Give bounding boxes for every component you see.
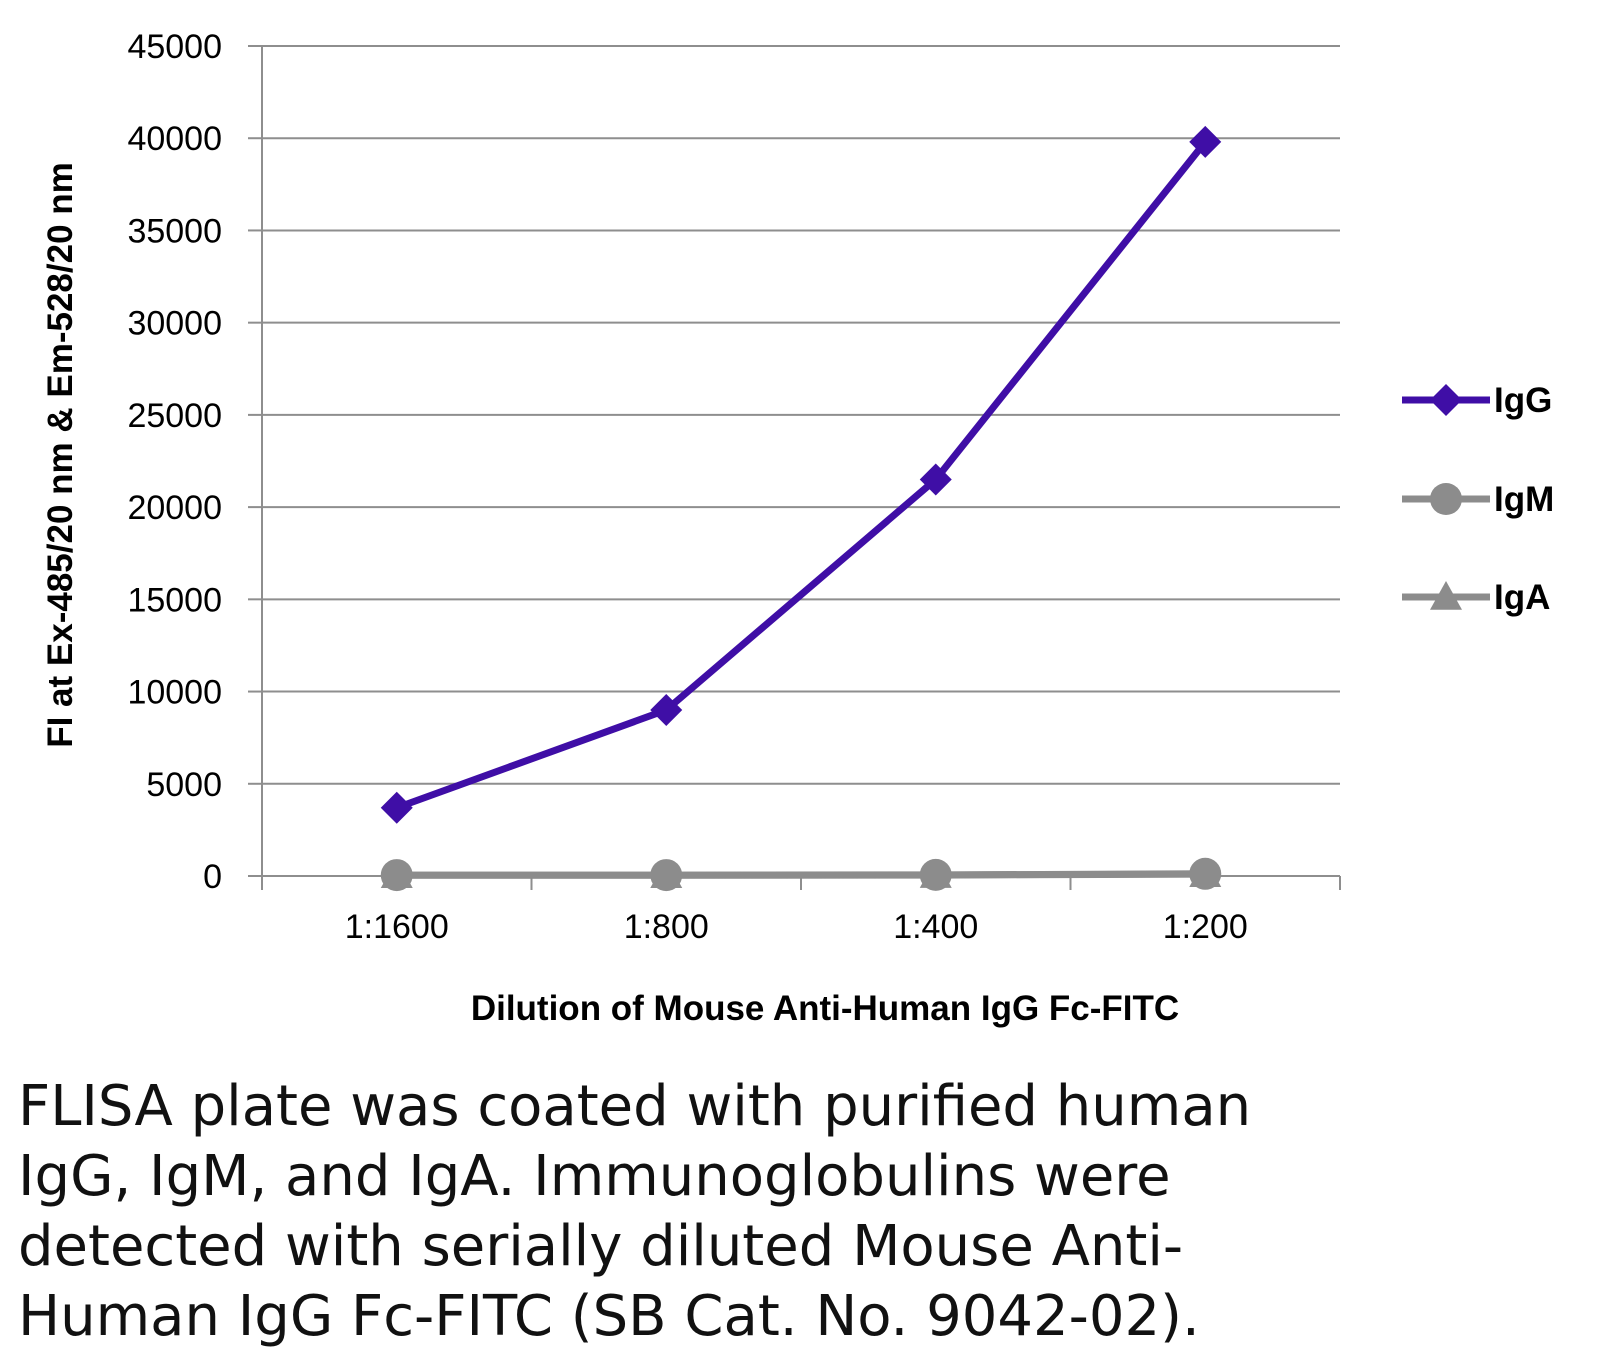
caption-line: IgG, IgM, and IgA. Immunoglobulins were [18,1144,1171,1209]
x-tick-label: 1:1600 [345,908,449,946]
data-point-igm [919,858,952,891]
legend-marker-igm [1430,483,1462,515]
y-tick-label: 20000 [127,489,222,527]
axes [248,45,1341,890]
y-tick-label: 25000 [127,397,222,435]
x-axis-title: Dilution of Mouse Anti-Human IgG Fc-FITC [471,989,1179,1028]
y-tick-label: 5000 [146,766,222,804]
legend-marker-igg [1430,384,1462,416]
data-point-igg [380,791,413,824]
caption-line: FLISA plate was coated with purified hum… [18,1074,1252,1139]
y-tick-labels: 0 5000 10000 15000 20000 25000 30000 35000 40000… [127,28,222,896]
legend-label-igm: IgM [1494,480,1554,519]
y-tick-label: 0 [203,858,222,896]
y-axis-title: FI at Ex-485/20 nm & Em-528/20 nm [41,162,80,748]
legend: IgG IgM IgA [1402,381,1554,617]
data-point-igm [650,859,683,892]
data-point-igg [919,463,952,496]
data-point-igm [380,859,413,892]
legend-label-igg: IgG [1494,381,1552,420]
series-line-igg [395,139,1208,812]
data-point-igm [1189,857,1222,890]
caption-line: Human IgG Fc-FITC (SB Cat. No. 9042-02). [18,1284,1200,1349]
series [380,125,1222,892]
legend-label-iga: IgA [1494,578,1550,617]
y-tick-label: 45000 [127,28,222,66]
y-tick-label: 10000 [127,674,222,712]
y-tick-label: 40000 [127,120,222,158]
series-line-igm [396,870,1206,879]
y-tick-label: 15000 [127,581,222,619]
caption-line: detected with serially diluted Mouse Ant… [18,1214,1184,1279]
x-tick-labels: 1:1600 1:800 1:400 1:200 [345,908,1248,946]
gridlines [262,45,1340,785]
y-tick-label: 35000 [127,212,222,250]
data-point-igg [650,694,683,726]
figure-caption: FLISA plate was coated with purified hum… [18,1072,1578,1352]
x-tick-label: 1:400 [893,908,978,946]
legend-marker-iga [1430,581,1462,610]
y-tick-label: 30000 [127,305,222,343]
x-tick-label: 1:800 [624,908,709,946]
x-tick-label: 1:200 [1163,908,1248,946]
chart: 0 5000 10000 15000 20000 25000 30000 35000 40000… [41,28,1554,1028]
data-point-igg [1189,125,1222,158]
